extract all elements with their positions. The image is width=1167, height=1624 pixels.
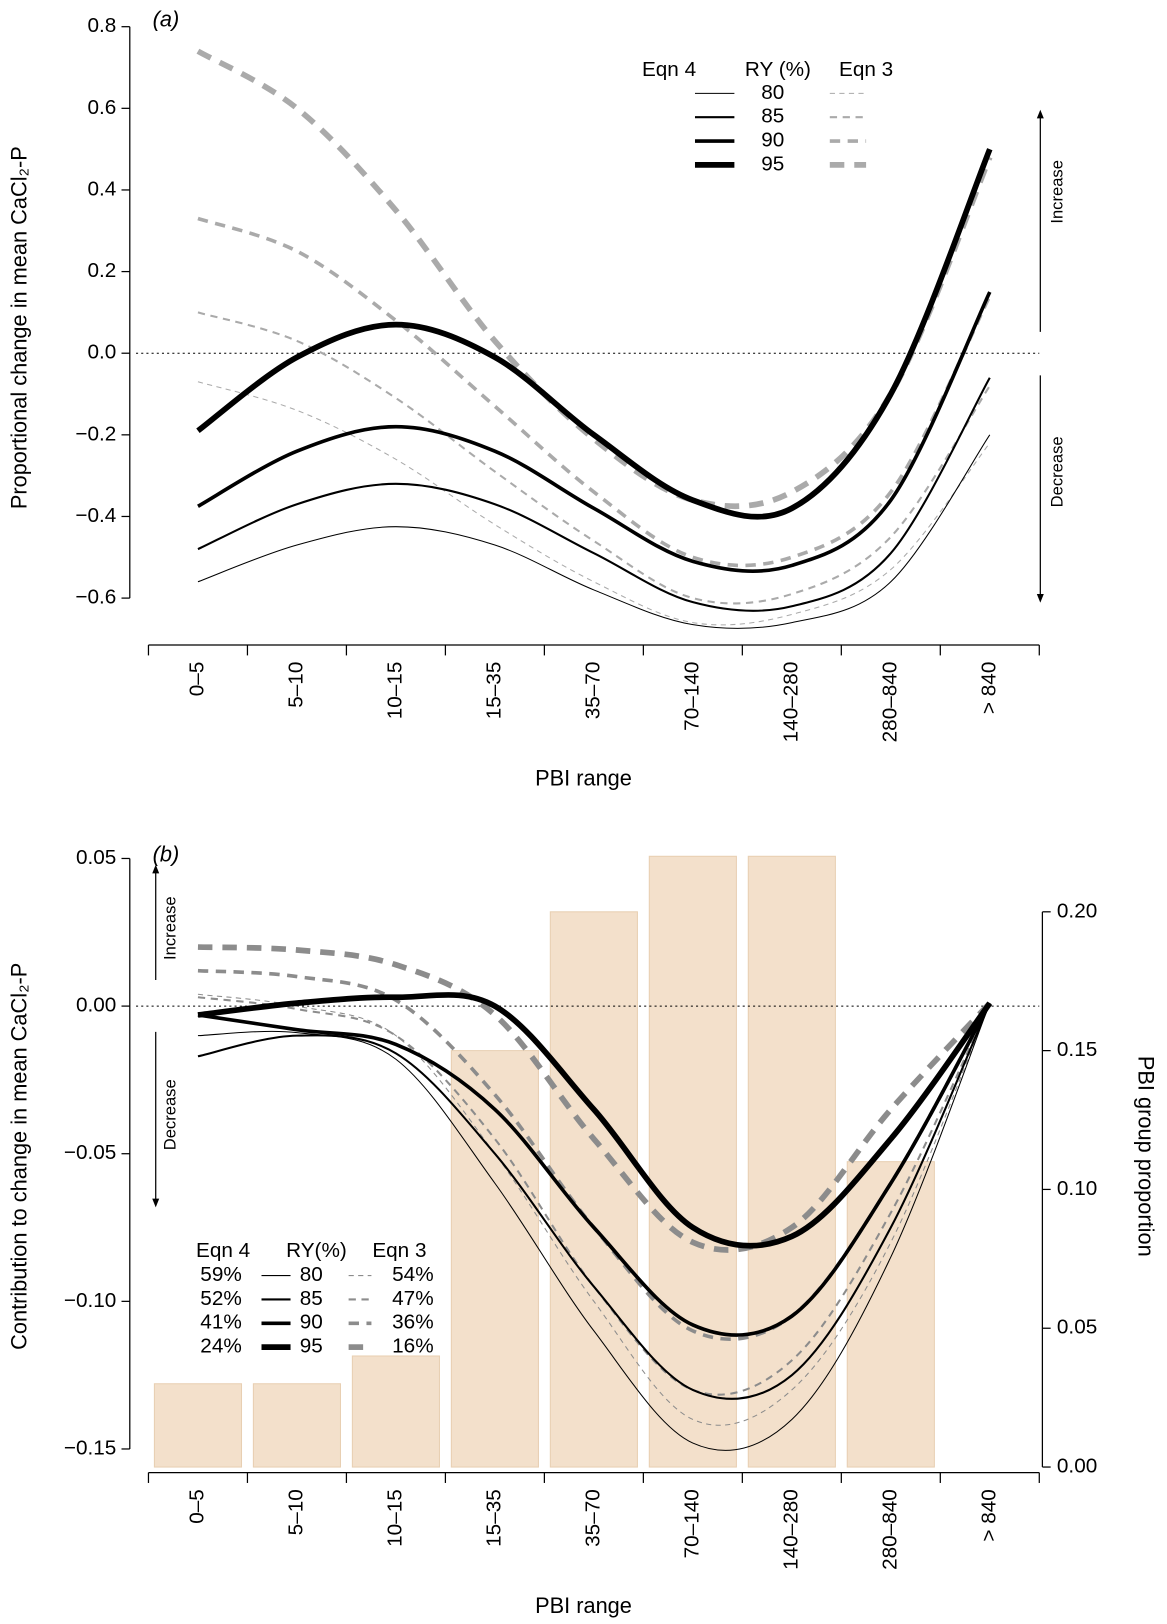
line-series bbox=[197, 993, 991, 1426]
y-tick-label: 0.0 bbox=[87, 341, 116, 364]
legend-label: 24% bbox=[200, 1335, 242, 1358]
x-tick-label: 0–5 bbox=[185, 1489, 208, 1524]
legend-header: Eqn 3 bbox=[372, 1239, 426, 1262]
y-tick-label: 0.00 bbox=[76, 994, 116, 1017]
x-tick-label: 5–10 bbox=[284, 662, 307, 708]
line-series bbox=[197, 216, 992, 568]
legend-label: 41% bbox=[200, 1311, 242, 1334]
legend-header: RY (%) bbox=[745, 58, 811, 81]
y-tick-label: 0.4 bbox=[87, 177, 116, 200]
legend-label: 47% bbox=[392, 1287, 434, 1310]
line-series bbox=[197, 381, 991, 626]
annotation: Increase bbox=[161, 896, 180, 960]
line-series bbox=[197, 996, 991, 1396]
y-tick-label: −0.6 bbox=[75, 586, 116, 609]
legend-label: 90 bbox=[300, 1311, 323, 1334]
x-tick-label: 70–140 bbox=[680, 1489, 703, 1558]
x-tick-label: 10–15 bbox=[383, 662, 406, 720]
y-tick-label: 0.2 bbox=[87, 259, 116, 282]
x-tick-label: 10–15 bbox=[383, 1489, 406, 1547]
panel-label: (a) bbox=[153, 6, 180, 31]
line-series bbox=[197, 291, 992, 573]
legend-header: Eqn 4 bbox=[642, 58, 696, 81]
line-series bbox=[197, 377, 991, 612]
bar bbox=[153, 1383, 243, 1468]
line-series bbox=[197, 311, 991, 605]
annotation: Decrease bbox=[1047, 436, 1066, 507]
x-tick-label: > 840 bbox=[977, 1489, 1000, 1541]
legend-label: 52% bbox=[200, 1287, 242, 1310]
line-series bbox=[196, 48, 993, 510]
legend-label: 90 bbox=[761, 129, 784, 152]
line-series bbox=[197, 1002, 991, 1400]
bar bbox=[549, 911, 638, 1468]
legend-label: 80 bbox=[761, 81, 784, 104]
x-axis-label: PBI range bbox=[535, 1593, 632, 1618]
x-tick-label: 15–35 bbox=[482, 662, 505, 720]
legend-label: 36% bbox=[392, 1311, 434, 1334]
bar bbox=[747, 855, 836, 1468]
annotation: Decrease bbox=[161, 1079, 180, 1150]
x-tick-label: 140–280 bbox=[779, 1489, 802, 1570]
y2-tick-label: 0.10 bbox=[1057, 1177, 1097, 1200]
y2-tick-label: 0.20 bbox=[1057, 899, 1097, 922]
y-tick-label: −0.2 bbox=[75, 422, 116, 445]
legend-label: 95 bbox=[300, 1335, 323, 1358]
x-tick-label: > 840 bbox=[977, 662, 1000, 714]
bar bbox=[846, 1161, 935, 1468]
line-series bbox=[197, 991, 993, 1249]
x-tick-label: 280–840 bbox=[878, 662, 901, 743]
legend-label: 95 bbox=[761, 152, 784, 175]
y-tick-label: 0.05 bbox=[76, 846, 116, 869]
legend-header: RY(%) bbox=[286, 1239, 347, 1262]
annotation: Increase bbox=[1047, 160, 1066, 224]
x-tick-label: 0–5 bbox=[185, 662, 208, 697]
y-tick-label: −0.05 bbox=[64, 1141, 116, 1164]
line-series bbox=[196, 148, 993, 520]
y-tick-label: 0.6 bbox=[87, 96, 116, 119]
line-series bbox=[197, 944, 992, 1253]
legend-label: 85 bbox=[761, 105, 784, 128]
line-series bbox=[197, 1002, 991, 1451]
x-tick-label: 5–10 bbox=[284, 1489, 307, 1535]
x-tick-label: 35–70 bbox=[581, 1489, 604, 1547]
y-axis-label: Proportional change in mean CaCl₂-P bbox=[7, 146, 32, 509]
legend-label: 85 bbox=[300, 1287, 323, 1310]
legend-header: Eqn 3 bbox=[839, 58, 893, 81]
y2-tick-label: 0.15 bbox=[1057, 1038, 1097, 1061]
y-tick-label: −0.4 bbox=[75, 504, 116, 527]
legend-label: 54% bbox=[392, 1263, 434, 1286]
panel: 0.00 0.05 0.10 0.15 0.20 PBI group proportion… bbox=[7, 841, 1159, 1618]
legend-label: 16% bbox=[392, 1335, 434, 1358]
x-tick-label: 15–35 bbox=[482, 1489, 505, 1547]
legend-label: 80 bbox=[300, 1263, 323, 1286]
line-series bbox=[197, 434, 991, 629]
line-series bbox=[197, 1002, 992, 1337]
x-tick-label: 70–140 bbox=[680, 662, 703, 731]
panel-label: (b) bbox=[153, 841, 180, 866]
legend-header: Eqn 4 bbox=[196, 1239, 250, 1262]
x-tick-label: 35–70 bbox=[581, 662, 604, 720]
y-tick-label: −0.10 bbox=[64, 1289, 116, 1312]
y2-axis-label: PBI group proportion bbox=[1133, 1056, 1158, 1257]
bar bbox=[252, 1383, 342, 1468]
y-tick-label: 0.8 bbox=[87, 14, 116, 37]
bar bbox=[351, 1355, 440, 1468]
x-tick-label: 140–280 bbox=[779, 662, 802, 743]
legend-label: 59% bbox=[200, 1263, 242, 1286]
panel: −0.6 −0.4 −0.2 0.0 0.2 0.4 0.6 0.8 Proportional … bbox=[7, 6, 1067, 790]
y-tick-label: −0.15 bbox=[64, 1436, 116, 1459]
bar bbox=[648, 855, 737, 1468]
x-axis-label: PBI range bbox=[535, 766, 632, 791]
x-tick-label: 280–840 bbox=[878, 1489, 901, 1570]
y2-tick-label: 0.05 bbox=[1057, 1316, 1097, 1339]
y-axis-label: Contribution to change in mean CaCl₂-P bbox=[7, 963, 32, 1350]
y2-tick-label: 0.00 bbox=[1057, 1455, 1097, 1478]
